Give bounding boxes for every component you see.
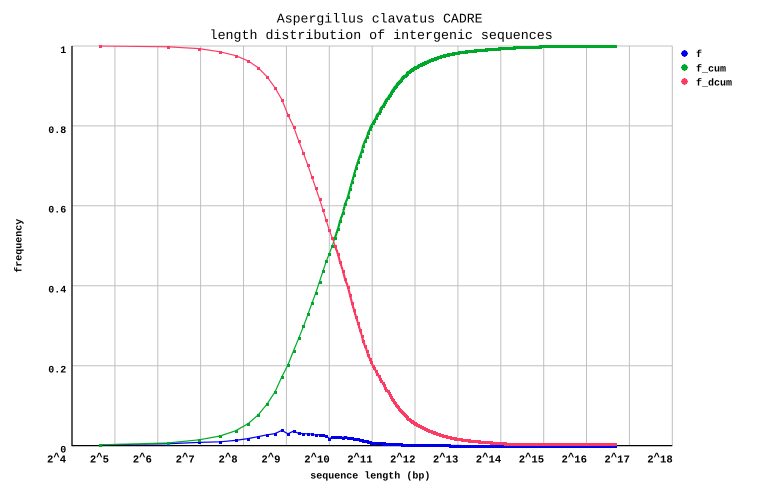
svg-text:f_dcum: f_dcum [696,78,732,90]
svg-text:2^13: 2^13 [433,452,458,467]
svg-text:2^16: 2^16 [562,452,587,467]
svg-text:0: 0 [60,446,66,457]
svg-text:Aspergillus clavatus CADRE: Aspergillus clavatus CADRE [277,11,483,26]
svg-text:frequency: frequency [14,219,26,273]
svg-text:f: f [696,49,702,61]
svg-text:2^15: 2^15 [519,452,544,467]
svg-text:2^9: 2^9 [261,452,280,467]
svg-text:0.8: 0.8 [48,126,66,137]
svg-text:2^7: 2^7 [176,452,195,467]
svg-text:2^8: 2^8 [219,452,238,467]
svg-text:sequence length (bp): sequence length (bp) [310,471,430,483]
svg-text:length distribution of interge: length distribution of intergenic sequen… [210,28,553,43]
svg-text:2^11: 2^11 [347,452,372,467]
svg-text:2^14: 2^14 [476,452,502,467]
svg-text:2^4: 2^4 [47,452,67,467]
svg-text:1: 1 [60,46,66,57]
svg-text:0.4: 0.4 [48,286,66,297]
svg-text:2^5: 2^5 [90,452,109,467]
svg-text:2^6: 2^6 [133,452,152,467]
svg-text:2^17: 2^17 [604,452,629,467]
svg-text:2^18: 2^18 [647,452,672,467]
svg-text:f_cum: f_cum [696,64,726,76]
svg-text:0.6: 0.6 [48,206,66,217]
svg-text:0.2: 0.2 [48,366,66,377]
svg-text:2^12: 2^12 [390,452,415,467]
svg-text:2^10: 2^10 [304,452,329,467]
